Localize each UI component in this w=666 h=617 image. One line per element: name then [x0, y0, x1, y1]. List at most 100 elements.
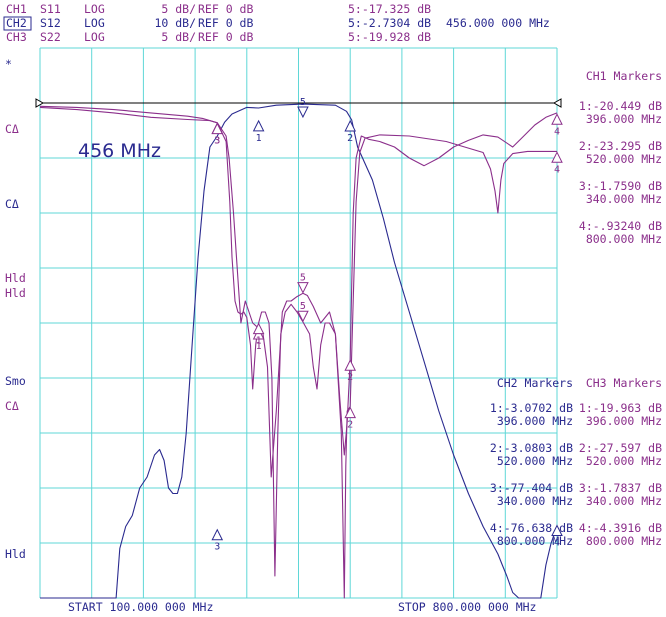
active-marker-frequency: 456.000 000 MHz: [446, 16, 550, 30]
marker-triangle-up: [551, 151, 563, 163]
marker-s12-4: 4: [551, 524, 563, 549]
reference-line-right-arrow: [552, 98, 562, 108]
channel-format: LOG: [84, 2, 105, 16]
channel-row-ch3[interactable]: CH3 S22 LOG 5 dB/ REF 0 dB: [6, 30, 253, 44]
marker-number: 5: [300, 273, 306, 284]
marker-number: 3: [214, 135, 220, 146]
marker-value: 2:-23.295 dB: [579, 139, 662, 153]
marker-triangle-down: [297, 282, 309, 294]
marker-frequency: 520.000 MHz: [497, 454, 573, 468]
marker-number: 2: [347, 133, 353, 144]
marker-triangle-up: [344, 119, 357, 132]
marker-frequency: 520.000 MHz: [586, 454, 662, 468]
marker-number: 2: [347, 372, 353, 383]
channel-id: CH2: [6, 16, 27, 30]
marker-frequency: 800.000 MHz: [586, 534, 662, 548]
marker-s22-3: 3: [211, 122, 224, 147]
marker-s12-5: 5: [297, 97, 309, 119]
channel-scale: 5 dB/: [161, 2, 196, 16]
trace-s11: [39, 105, 558, 478]
ch3-delta-label: CΔ: [5, 399, 19, 413]
marker-s12-3: 3: [211, 528, 224, 553]
hold-label-3: Hld: [5, 547, 26, 561]
marker-frequency: 340.000 MHz: [586, 494, 662, 508]
marker-value: 1:-19.963 dB: [579, 401, 662, 415]
marker-frequency: 800.000 MHz: [497, 534, 573, 548]
smoothing-label: Smo: [5, 374, 26, 388]
marker-value: 2:-3.0803 dB: [490, 441, 573, 455]
marker-number: 4: [554, 538, 560, 549]
active-marker-ch1: 5:-17.325 dB: [348, 2, 431, 16]
marker-value: 3:-1.7590 dB: [579, 179, 662, 193]
marker-panel-title: CH2 Markers: [497, 376, 573, 390]
star-indicator: *: [5, 57, 12, 71]
marker-s12-1: 1: [252, 119, 265, 144]
ch2-delta-label: CΔ: [5, 197, 19, 211]
ch3-marker-panel: CH3 Markers 1:-19.963 dB 396.000 MHz 2:-…: [579, 376, 662, 548]
channel-param: S22: [40, 30, 61, 44]
marker-number: 5: [300, 301, 306, 312]
marker-triangle-up: [211, 122, 224, 135]
ch1-marker-panel: CH1 Markers 1:-20.449 dB 396.000 MHz 2:-…: [579, 69, 662, 246]
marker-triangle-up: [551, 524, 563, 537]
marker-number: 1: [256, 336, 262, 347]
marker-s22-1: 1: [252, 322, 265, 347]
marker-number: 4: [554, 164, 560, 175]
channel-row-ch1[interactable]: CH1 S11 LOG 5 dB/ REF 0 dB: [6, 2, 253, 16]
marker-number: 2: [347, 420, 353, 431]
marker-panel-title: CH3 Markers: [586, 376, 662, 390]
stop-frequency: STOP 800.000 000 MHz: [398, 600, 536, 614]
marker-frequency: 340.000 MHz: [497, 494, 573, 508]
channel-ref: REF 0 dB: [198, 2, 253, 16]
marker-triangle-up: [252, 119, 265, 132]
marker-value: 4:-.93240 dB: [579, 219, 662, 233]
marker-triangle-up: [551, 113, 563, 125]
marker-value: 4:-4.3916 dB: [579, 521, 662, 535]
marker-panel-title: CH1 Markers: [586, 69, 662, 83]
start-frequency: START 100.000 000 MHz: [68, 600, 213, 614]
channel-ref: REF 0 dB: [198, 16, 253, 30]
marker-number: 1: [256, 133, 262, 144]
marker-frequency: 340.000 MHz: [586, 192, 662, 206]
channel-id: CH1: [6, 2, 27, 16]
marker-number: 5: [300, 97, 306, 108]
marker-triangle-up: [344, 359, 357, 371]
channel-id: CH3: [6, 30, 27, 44]
sweep-footer: START 100.000 000 MHz STOP 800.000 000 M…: [68, 600, 536, 614]
marker-value: 4:-76.638 dB: [490, 521, 573, 535]
marker-frequency: 396.000 MHz: [497, 414, 573, 428]
marker-frequency: 520.000 MHz: [586, 152, 662, 166]
marker-triangle-up: [344, 406, 357, 419]
marker-s12-2: 2: [344, 119, 357, 144]
side-labels: * CΔ CΔ Hld Hld Smo CΔ Hld: [5, 57, 26, 561]
marker-number: 4: [554, 126, 560, 137]
marker-s11-2: 2: [344, 359, 357, 383]
marker-triangle-up: [211, 528, 224, 541]
marker-value: 3:-1.7837 dB: [579, 481, 662, 495]
marker-s22-2: 2: [344, 406, 357, 431]
channel-scale: 10 dB/: [154, 16, 196, 30]
marker-triangle-up: [252, 322, 265, 335]
reference-line-left-arrow: [35, 98, 45, 108]
ch2-marker-panel: CH2 Markers 1:-3.0702 dB 396.000 MHz 2:-…: [490, 376, 573, 548]
marker-s22-4: 4: [551, 151, 563, 175]
marker-number: 3: [214, 542, 220, 553]
marker-value: 2:-27.597 dB: [579, 441, 662, 455]
channel-scale: 5 dB/: [161, 30, 196, 44]
hold-label-2: Hld: [5, 286, 26, 300]
channel-param: S11: [40, 2, 61, 16]
channel-ref: REF 0 dB: [198, 30, 253, 44]
marker-value: 3:-77.404 dB: [490, 481, 573, 495]
channel-row-ch2[interactable]: CH2 S12 LOG 10 dB/ REF 0 dB: [6, 16, 253, 30]
marker-number: 1: [256, 341, 262, 352]
marker-s11-5: 5: [297, 273, 309, 294]
active-marker-ch3: 5:-19.928 dB: [348, 30, 431, 44]
active-marker-ch2: 5:-2.7304 dB: [348, 16, 431, 30]
marker-frequency: 396.000 MHz: [586, 112, 662, 126]
marker-triangle-down: [297, 106, 309, 119]
channel-format: LOG: [84, 30, 105, 44]
marker-triangle-down: [297, 310, 309, 323]
